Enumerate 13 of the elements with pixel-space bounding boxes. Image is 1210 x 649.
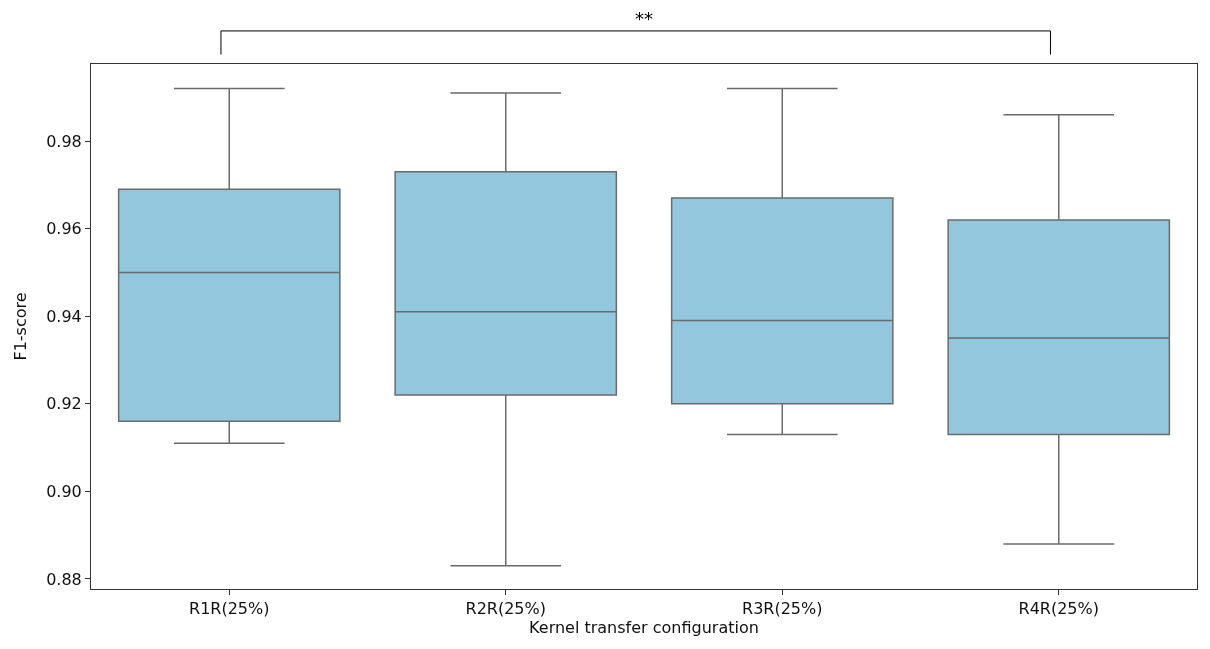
x-axis-title: Kernel transfer configuration xyxy=(529,618,759,638)
x-tick-label: R1R(25%) xyxy=(189,599,270,619)
y-tick-label: 0.98 xyxy=(46,131,82,151)
text: ** xyxy=(635,8,653,29)
y-tick-label: 0.94 xyxy=(46,306,82,326)
y-axis-title: F1-score xyxy=(11,292,31,361)
x-tick-label: R2R(25%) xyxy=(465,599,546,619)
x-tick-label: R3R(25%) xyxy=(742,599,823,619)
y-tick-label: 0.92 xyxy=(46,394,82,414)
y-tick-label: 0.96 xyxy=(46,219,82,239)
y-tick-label: 0.88 xyxy=(46,569,82,589)
x-tick-label: R4R(25%) xyxy=(1018,599,1099,619)
y-tick-label: 0.90 xyxy=(46,481,82,501)
